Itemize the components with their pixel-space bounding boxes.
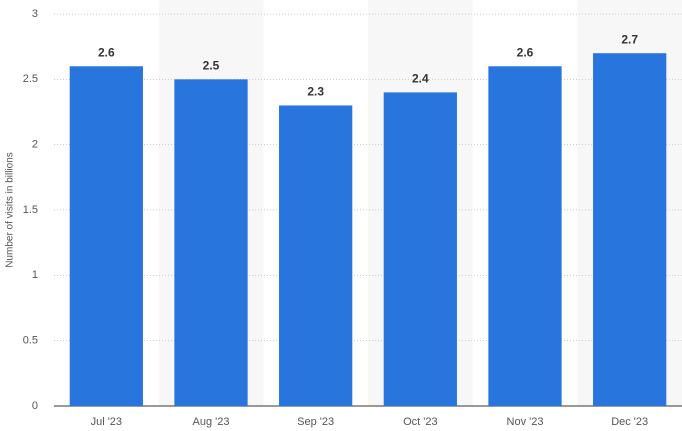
value-label: 2.3: [307, 85, 324, 99]
y-tick-label: 0: [32, 400, 38, 412]
x-tick-label: Oct '23: [403, 416, 438, 428]
y-tick-label: 1: [32, 269, 38, 281]
bar: [69, 66, 143, 407]
y-axis-label: Number of visits in billions: [5, 152, 16, 268]
y-tick-label: 0.5: [23, 335, 38, 347]
bar: [488, 66, 562, 407]
x-tick-label: Nov '23: [507, 416, 544, 428]
y-tick-label: 2: [32, 139, 38, 151]
value-label: 2.6: [98, 45, 115, 59]
value-label: 2.4: [412, 72, 429, 86]
bar: [383, 92, 457, 407]
bar: [593, 53, 667, 406]
bar: [174, 79, 248, 406]
y-tick-label: 2.5: [23, 73, 38, 85]
y-tick-label: 1.5: [23, 204, 38, 216]
bar: [279, 105, 353, 406]
x-tick-label: Aug '23: [193, 416, 230, 428]
x-tick-label: Sep '23: [297, 416, 334, 428]
value-label: 2.5: [203, 59, 220, 73]
x-tick-label: Dec '23: [611, 416, 648, 428]
x-tick-label: Jul '23: [91, 416, 122, 428]
value-label: 2.7: [621, 32, 638, 46]
value-label: 2.6: [517, 45, 534, 59]
y-tick-label: 3: [32, 8, 38, 20]
